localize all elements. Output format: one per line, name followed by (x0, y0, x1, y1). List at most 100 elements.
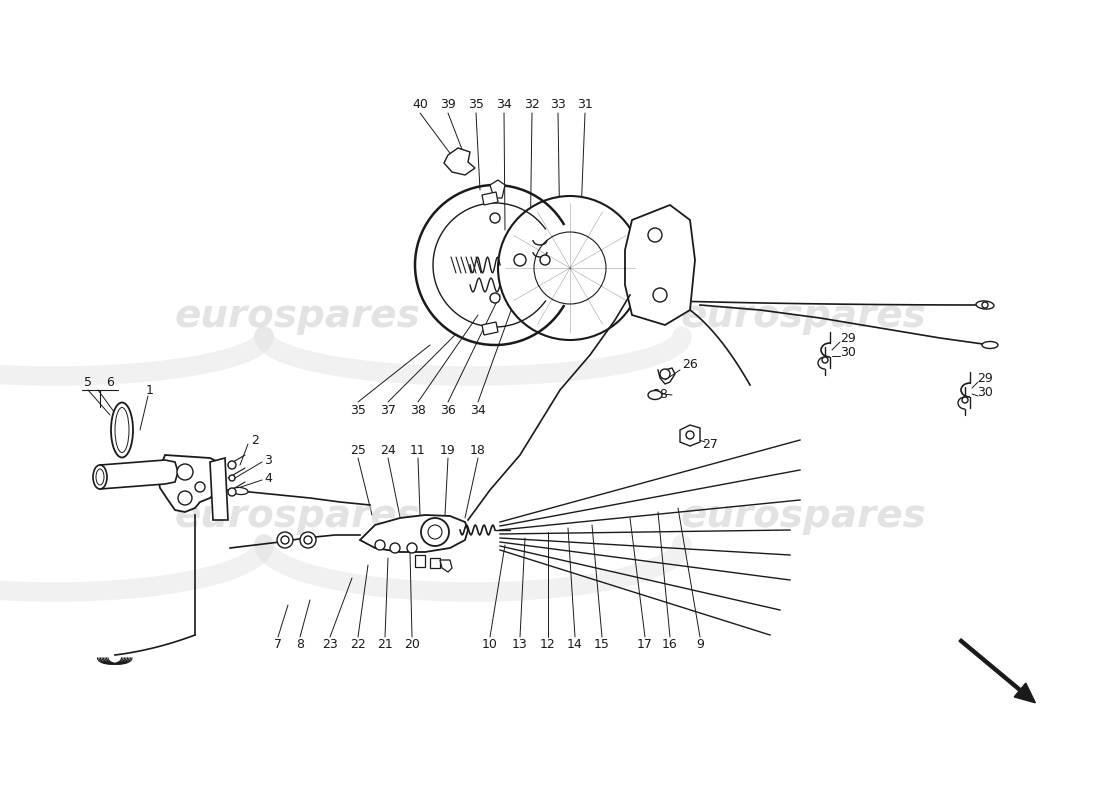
Text: 5: 5 (84, 377, 92, 390)
Text: 14: 14 (568, 638, 583, 651)
Ellipse shape (648, 390, 662, 399)
Circle shape (540, 255, 550, 265)
Text: 38: 38 (410, 403, 426, 417)
Circle shape (280, 536, 289, 544)
Ellipse shape (116, 407, 129, 453)
Circle shape (982, 302, 988, 308)
FancyArrow shape (959, 639, 1035, 703)
Circle shape (304, 536, 312, 544)
Circle shape (407, 543, 417, 553)
Ellipse shape (94, 465, 107, 489)
Text: eurospares: eurospares (174, 497, 420, 535)
Circle shape (375, 540, 385, 550)
Text: 21: 21 (377, 638, 393, 651)
Polygon shape (444, 148, 475, 175)
Circle shape (229, 475, 235, 481)
Circle shape (498, 196, 642, 340)
Polygon shape (625, 205, 695, 325)
Text: 32: 32 (524, 98, 540, 111)
Text: eurospares: eurospares (680, 497, 926, 535)
Text: 29: 29 (840, 331, 856, 345)
Circle shape (534, 232, 606, 304)
Text: 22: 22 (350, 638, 366, 651)
Text: 12: 12 (540, 638, 556, 651)
Text: eurospares: eurospares (680, 297, 926, 335)
Polygon shape (415, 555, 425, 567)
Text: 23: 23 (322, 638, 338, 651)
Circle shape (178, 491, 192, 505)
Polygon shape (210, 458, 228, 520)
Polygon shape (482, 322, 498, 335)
Circle shape (490, 293, 500, 303)
Text: 28: 28 (652, 389, 668, 402)
Circle shape (490, 213, 500, 223)
Polygon shape (360, 515, 467, 552)
Text: 26: 26 (682, 358, 697, 371)
Text: 2: 2 (251, 434, 258, 446)
Text: 10: 10 (482, 638, 498, 651)
Text: 35: 35 (469, 98, 484, 111)
Polygon shape (158, 455, 220, 512)
Text: 13: 13 (513, 638, 528, 651)
Text: 39: 39 (440, 98, 455, 111)
Circle shape (653, 288, 667, 302)
Ellipse shape (111, 402, 133, 458)
Circle shape (660, 369, 670, 379)
Circle shape (277, 532, 293, 548)
Text: 20: 20 (404, 638, 420, 651)
Circle shape (300, 532, 316, 548)
Polygon shape (680, 425, 700, 446)
Text: 34: 34 (470, 403, 486, 417)
Text: 34: 34 (496, 98, 512, 111)
Text: 40: 40 (412, 98, 428, 111)
Ellipse shape (982, 342, 998, 349)
Circle shape (228, 488, 236, 496)
Text: 33: 33 (550, 98, 565, 111)
Text: 17: 17 (637, 638, 653, 651)
Text: 3: 3 (264, 454, 272, 466)
Circle shape (514, 254, 526, 266)
Text: 8: 8 (296, 638, 304, 651)
Polygon shape (559, 220, 570, 230)
Text: 31: 31 (578, 98, 593, 111)
Text: 36: 36 (440, 403, 455, 417)
Circle shape (421, 518, 449, 546)
Text: 4: 4 (264, 471, 272, 485)
Polygon shape (559, 300, 570, 310)
Ellipse shape (976, 301, 994, 309)
Text: 19: 19 (440, 443, 455, 457)
Text: 15: 15 (594, 638, 609, 651)
Polygon shape (430, 558, 440, 568)
Text: eurospares: eurospares (174, 297, 420, 335)
Text: 1: 1 (146, 383, 154, 397)
Text: 27: 27 (702, 438, 718, 451)
Text: 35: 35 (350, 403, 366, 417)
Circle shape (962, 397, 968, 403)
Text: 29: 29 (977, 371, 993, 385)
Circle shape (195, 482, 205, 492)
Circle shape (428, 525, 442, 539)
Polygon shape (490, 180, 505, 198)
Circle shape (177, 464, 192, 480)
Circle shape (648, 228, 662, 242)
Text: 18: 18 (470, 443, 486, 457)
Text: 6: 6 (106, 377, 114, 390)
Text: 30: 30 (977, 386, 993, 398)
Polygon shape (482, 192, 498, 205)
Text: 30: 30 (840, 346, 856, 358)
Text: 9: 9 (696, 638, 704, 651)
Text: 7: 7 (274, 638, 282, 651)
Circle shape (686, 431, 694, 439)
Circle shape (390, 543, 400, 553)
Text: 11: 11 (410, 443, 426, 457)
Polygon shape (440, 560, 452, 572)
Text: 25: 25 (350, 443, 366, 457)
Text: 16: 16 (662, 638, 678, 651)
Ellipse shape (232, 487, 248, 494)
Polygon shape (100, 460, 178, 489)
Circle shape (822, 357, 828, 363)
Text: 37: 37 (381, 403, 396, 417)
Circle shape (228, 461, 236, 469)
Ellipse shape (96, 469, 104, 485)
Text: 24: 24 (381, 443, 396, 457)
